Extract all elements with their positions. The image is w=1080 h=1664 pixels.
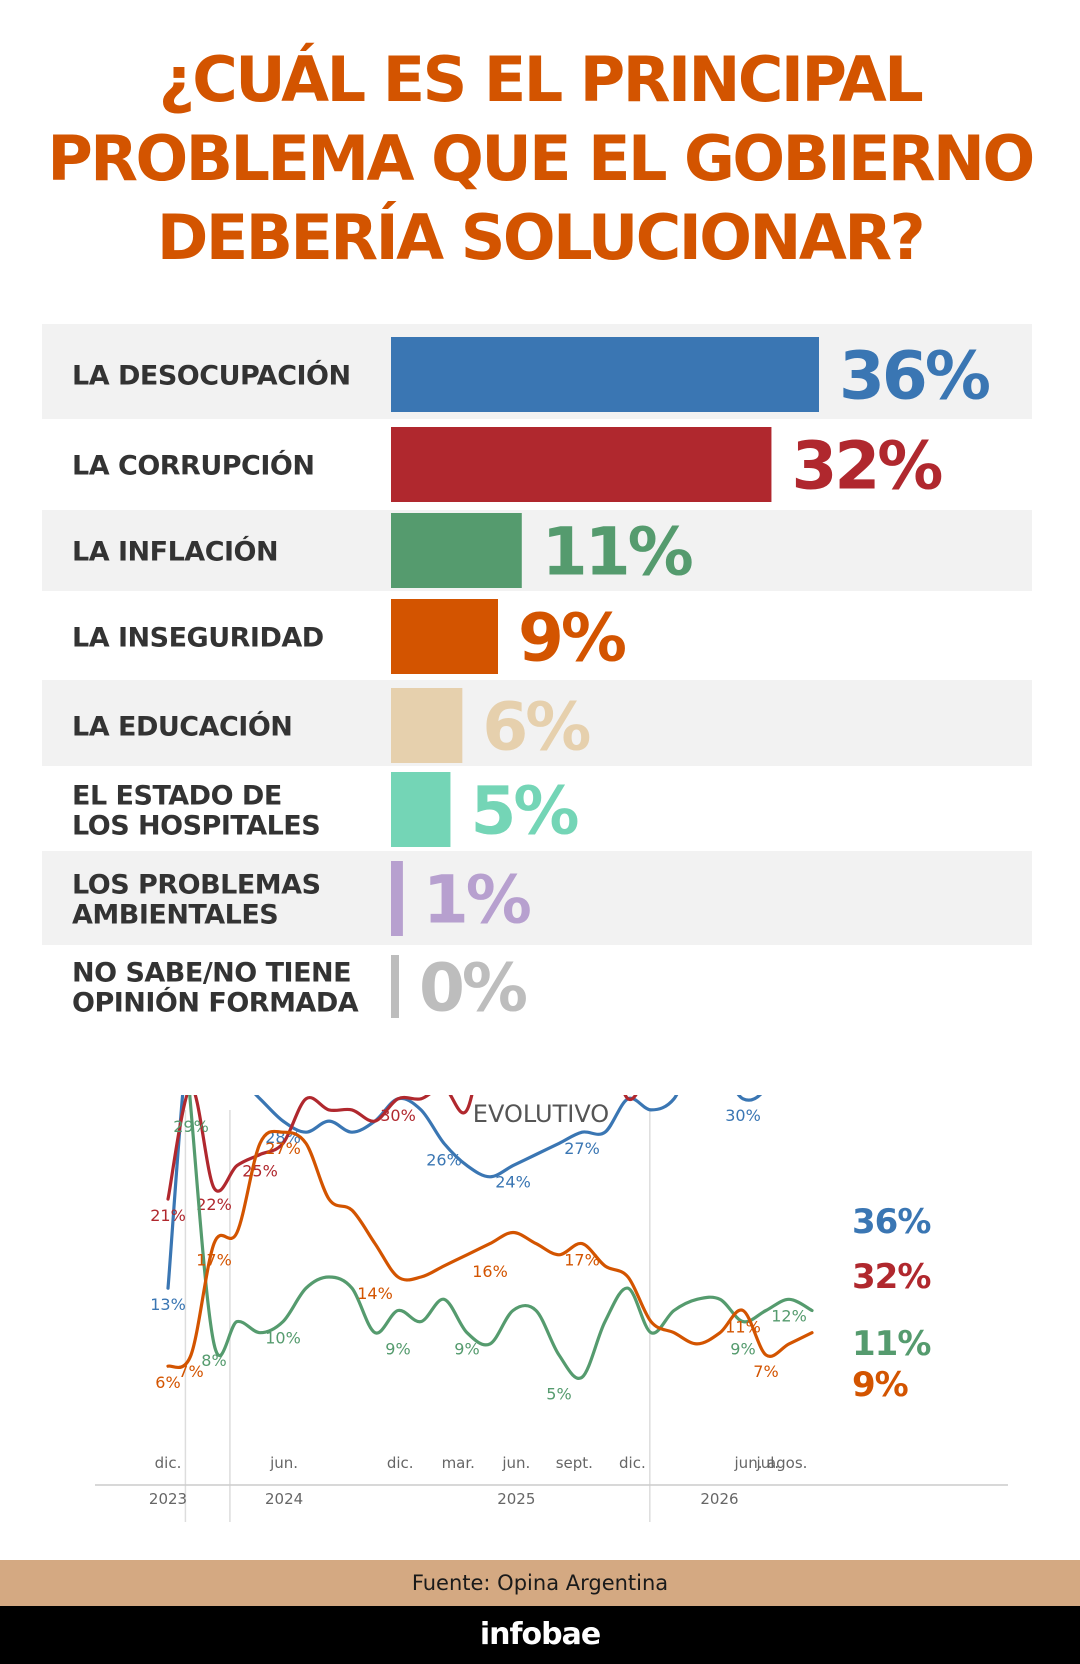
point-label: 5% <box>546 1384 571 1403</box>
year-label: 2024 <box>265 1490 303 1508</box>
series-line <box>166 1129 814 1370</box>
bar-category-label: EL ESTADO DE <box>72 781 282 812</box>
page-title: ¿CUÁL ES EL PRINCIPAL PROBLEMA QUE EL GO… <box>0 40 1080 277</box>
bar-category-label: LOS PROBLEMAS <box>72 870 321 901</box>
point-label: 8% <box>201 1351 226 1370</box>
bar-value-label: 1% <box>423 862 531 939</box>
series-end-label: 9% <box>852 1365 908 1405</box>
bar <box>391 861 403 936</box>
bar-value-label: 0% <box>419 950 527 1027</box>
x-tick-label: sept. <box>556 1454 593 1472</box>
series-line <box>188 1095 814 1380</box>
point-label: 9% <box>385 1340 410 1359</box>
point-label: 24% <box>495 1173 531 1192</box>
bar-value-label: 6% <box>482 689 590 766</box>
x-tick-label: jul. <box>756 1454 780 1472</box>
x-tick-label: jun. <box>734 1454 763 1472</box>
year-label: 2026 <box>700 1490 738 1508</box>
x-tick-label: dic. <box>619 1454 646 1472</box>
year-label: 2023 <box>149 1490 187 1508</box>
bar-category-label: NO SABE/NO TIENE <box>72 958 351 989</box>
bar <box>391 955 399 1018</box>
bar-category-label: LA EDUCACIÓN <box>72 711 292 743</box>
bar-value-label: 11% <box>542 514 693 591</box>
series-end-label: 32% <box>852 1257 930 1297</box>
title-line-2: PROBLEMA QUE EL GOBIERNO <box>47 122 1035 195</box>
x-tick-label: jun. <box>269 1454 298 1472</box>
bar-value-label: 9% <box>518 600 626 677</box>
year-label: 2025 <box>497 1490 535 1508</box>
bar-category-label: LA INSEGURIDAD <box>72 623 324 654</box>
bar-category-label: LOS HOSPITALES <box>72 811 320 842</box>
point-label: 16% <box>472 1262 508 1281</box>
point-label: 22% <box>196 1195 232 1214</box>
point-label: 25% <box>242 1162 278 1181</box>
point-label: 11% <box>725 1317 761 1336</box>
bar-category-label: LA CORRUPCIÓN <box>72 450 314 482</box>
series-line <box>166 1095 763 1290</box>
point-label: 26% <box>426 1150 462 1169</box>
x-tick-label: mar. <box>442 1454 475 1472</box>
x-tick-label: dic. <box>155 1454 182 1472</box>
series-line <box>166 1095 638 1201</box>
bar <box>391 599 498 674</box>
bar-category-label: LA INFLACIÓN <box>72 536 278 568</box>
line-chart-title: EVOLUTIVO <box>473 1100 609 1128</box>
bar <box>391 427 772 502</box>
bar-value-label: 32% <box>791 428 942 505</box>
point-label: 21% <box>150 1206 186 1225</box>
point-label: 14% <box>357 1284 393 1303</box>
point-label: 6% <box>155 1373 180 1392</box>
point-label: 29% <box>173 1117 209 1136</box>
point-label: 30% <box>380 1106 416 1125</box>
brand-logo: infobae <box>479 1617 601 1652</box>
bar <box>391 337 819 412</box>
x-tick-label: jun. <box>501 1454 530 1472</box>
line-chart: EVOLUTIVO dic. jun. dic. mar. jun. sept. dic. ju… <box>95 1095 1008 1522</box>
point-label: 9% <box>454 1340 479 1359</box>
row-background <box>42 510 1032 591</box>
source-band <box>0 1560 1080 1606</box>
point-label: 12% <box>771 1306 807 1325</box>
title-line-1: ¿CUÁL ES EL PRINCIPAL <box>158 43 924 116</box>
bar-value-label: 5% <box>470 773 578 850</box>
bar <box>391 772 451 847</box>
series-end-label: 11% <box>852 1324 930 1364</box>
row-background <box>42 680 1032 766</box>
bar <box>391 688 463 763</box>
bar-value-label: 36% <box>839 338 990 415</box>
point-label: 7% <box>753 1362 778 1381</box>
point-label: 17% <box>196 1251 232 1270</box>
row-background <box>42 851 1032 945</box>
point-label: 7% <box>178 1362 203 1381</box>
series-end-label: 36% <box>852 1202 930 1242</box>
bar-chart: LA DESOCUPACIÓN 36% LA CORRUPCIÓN 32% LA INF… <box>42 324 1032 1027</box>
point-label: 30% <box>725 1106 761 1125</box>
bar-category-label: OPINIÓN FORMADA <box>72 987 359 1019</box>
bar <box>391 513 522 588</box>
x-tick-label: dic. <box>387 1454 414 1472</box>
point-label: 27% <box>564 1139 600 1158</box>
point-label: 27% <box>265 1139 301 1158</box>
footer-band <box>0 1606 1080 1664</box>
bar-category-label: LA DESOCUPACIÓN <box>72 360 351 392</box>
point-label: 17% <box>564 1251 600 1270</box>
title-line-3: DEBERÍA SOLUCIONAR? <box>156 201 926 274</box>
point-label: 10% <box>265 1329 301 1348</box>
point-label: 13% <box>150 1295 186 1314</box>
bar-category-label: AMBIENTALES <box>72 900 278 931</box>
point-label: 9% <box>730 1340 755 1359</box>
x-tick-label: agos. <box>767 1454 807 1472</box>
source-text: Fuente: Opina Argentina <box>411 1571 669 1595</box>
